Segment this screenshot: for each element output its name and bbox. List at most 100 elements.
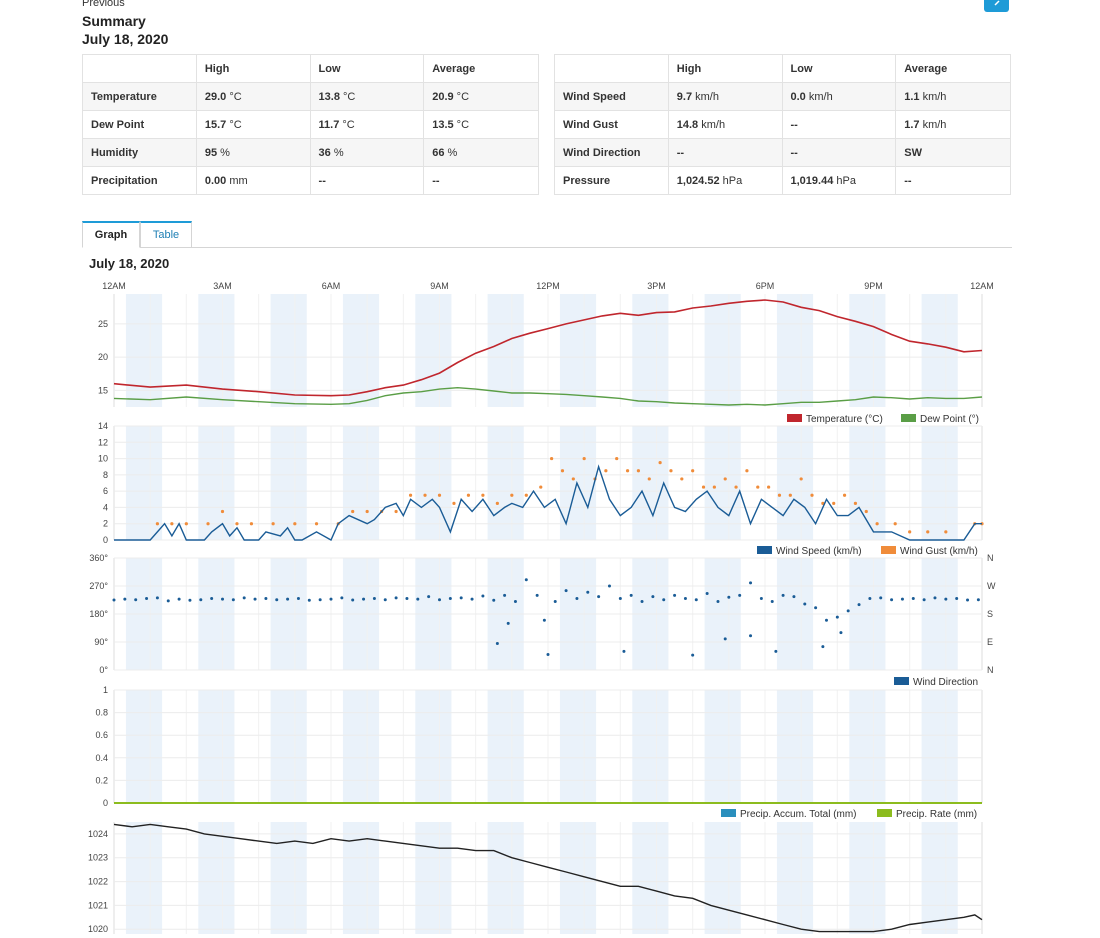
wind-direction-point xyxy=(535,593,539,597)
wind-gust-point xyxy=(712,485,716,489)
wind-direction-point xyxy=(759,596,763,600)
time-band xyxy=(704,426,741,540)
y-tick-label: 12 xyxy=(98,437,108,447)
x-tick-label: 12PM xyxy=(536,281,560,291)
table-row: Humidity 95 % 36 % 66 % xyxy=(82,138,539,167)
x-tick-label: 6AM xyxy=(322,281,341,291)
wind-gust-point xyxy=(875,522,879,526)
wind-direction-point xyxy=(857,603,861,607)
time-band xyxy=(632,426,669,540)
previous-link[interactable]: Previous xyxy=(82,0,125,9)
cell-average: 66 % xyxy=(423,138,539,167)
y-tick-label: 1020 xyxy=(88,924,108,934)
y-tick-label: 0.2 xyxy=(95,775,108,785)
y-tick-label: 0.8 xyxy=(95,708,108,718)
wind-direction-point xyxy=(481,594,485,598)
summary-table-left: High Low Average Temperature 29.0 °C 13.… xyxy=(82,54,539,195)
unit: % xyxy=(330,146,344,159)
unit: °C xyxy=(453,90,470,103)
view-tabs: Graph Table xyxy=(82,221,1012,248)
wind-direction-point xyxy=(513,600,517,604)
cell-high: 29.0 °C xyxy=(195,82,311,111)
table-row: Precipitation 0.00 mm -- -- xyxy=(82,166,539,195)
cell-average: 1.1 km/h xyxy=(895,82,1011,111)
wind-gust-point xyxy=(853,501,858,505)
x-tick-label: 9PM xyxy=(864,281,883,291)
wind-direction-point xyxy=(922,598,926,602)
wind-direction-point xyxy=(329,597,333,601)
wind-direction-point xyxy=(155,596,159,600)
row-label: Wind Speed xyxy=(554,82,669,111)
y-tick-label: 1 xyxy=(103,685,108,695)
wind-direction-point xyxy=(976,598,980,602)
wind-direction-point xyxy=(944,597,948,601)
wind-direction-point xyxy=(597,595,601,599)
wind-direction-point xyxy=(275,598,279,602)
cell-low: -- xyxy=(309,166,425,195)
wind-direction-point xyxy=(716,600,720,604)
wind-gust-point xyxy=(615,456,619,461)
wind-gust-point xyxy=(893,522,897,526)
wind-direction-point xyxy=(416,597,420,601)
wind-direction-point xyxy=(575,596,579,600)
wind-direction-point xyxy=(307,598,311,602)
value: 0.00 xyxy=(204,174,227,187)
wind-direction-point xyxy=(542,618,546,622)
wind-direction-point xyxy=(231,598,235,602)
legend-temperature-swatch xyxy=(787,414,802,422)
unit: % xyxy=(444,146,458,159)
tab-table[interactable]: Table xyxy=(140,221,192,248)
wind-direction-point xyxy=(749,634,753,638)
time-band xyxy=(559,294,597,407)
wind-gust-point xyxy=(926,530,930,534)
unit: °C xyxy=(453,118,470,131)
unit: mm xyxy=(226,174,248,187)
wind-gust-point xyxy=(510,493,514,497)
wind-gust-point xyxy=(669,469,673,473)
time-band xyxy=(776,426,814,540)
wind-direction-point xyxy=(803,602,807,606)
time-band xyxy=(921,690,958,803)
wind-direction-point xyxy=(564,589,568,593)
share-button[interactable] xyxy=(984,0,1009,12)
y-tick-label: 1022 xyxy=(88,877,108,887)
wind-direction-point xyxy=(781,593,785,597)
time-band xyxy=(270,294,307,407)
wind-direction-point xyxy=(683,596,687,600)
row-label: Dew Point xyxy=(82,110,197,139)
value: 1,024.52 xyxy=(676,174,720,187)
time-band xyxy=(342,690,380,803)
wind-gust-point xyxy=(452,501,456,505)
wind-direction-point xyxy=(955,596,959,600)
wind-direction-point xyxy=(470,597,474,601)
wind-direction-point xyxy=(188,598,192,602)
time-band xyxy=(125,690,163,803)
value: 1.7 xyxy=(904,118,920,131)
time-band xyxy=(487,294,524,407)
wind-direction-point xyxy=(640,600,644,604)
time-band xyxy=(776,822,814,934)
wind-direction-point xyxy=(495,642,499,646)
wind-gust-point xyxy=(571,477,575,481)
time-band xyxy=(632,822,669,934)
cell-high: 95 % xyxy=(195,138,311,167)
time-band xyxy=(849,426,886,540)
wind-direction-point xyxy=(318,598,322,602)
panel-background xyxy=(113,294,983,407)
x-tick-label: 6PM xyxy=(756,281,775,291)
unit: °C xyxy=(339,118,355,131)
y-tick-label: 1023 xyxy=(88,853,108,863)
wind-gust-point xyxy=(810,493,814,497)
wind-gust-point xyxy=(235,522,239,526)
wind-gust-point xyxy=(481,493,485,497)
wind-direction-point xyxy=(362,597,366,601)
tab-graph[interactable]: Graph xyxy=(82,221,140,248)
wind-gust-point xyxy=(745,469,749,473)
wind-gust-point xyxy=(625,469,630,473)
x-tick-label: 9AM xyxy=(430,281,449,291)
wind-direction-point xyxy=(524,578,528,582)
wind-direction-point xyxy=(723,637,727,641)
time-band xyxy=(559,690,597,803)
cell-high: 1,024.52 hPa xyxy=(667,166,783,195)
wind-direction-point xyxy=(835,615,839,619)
